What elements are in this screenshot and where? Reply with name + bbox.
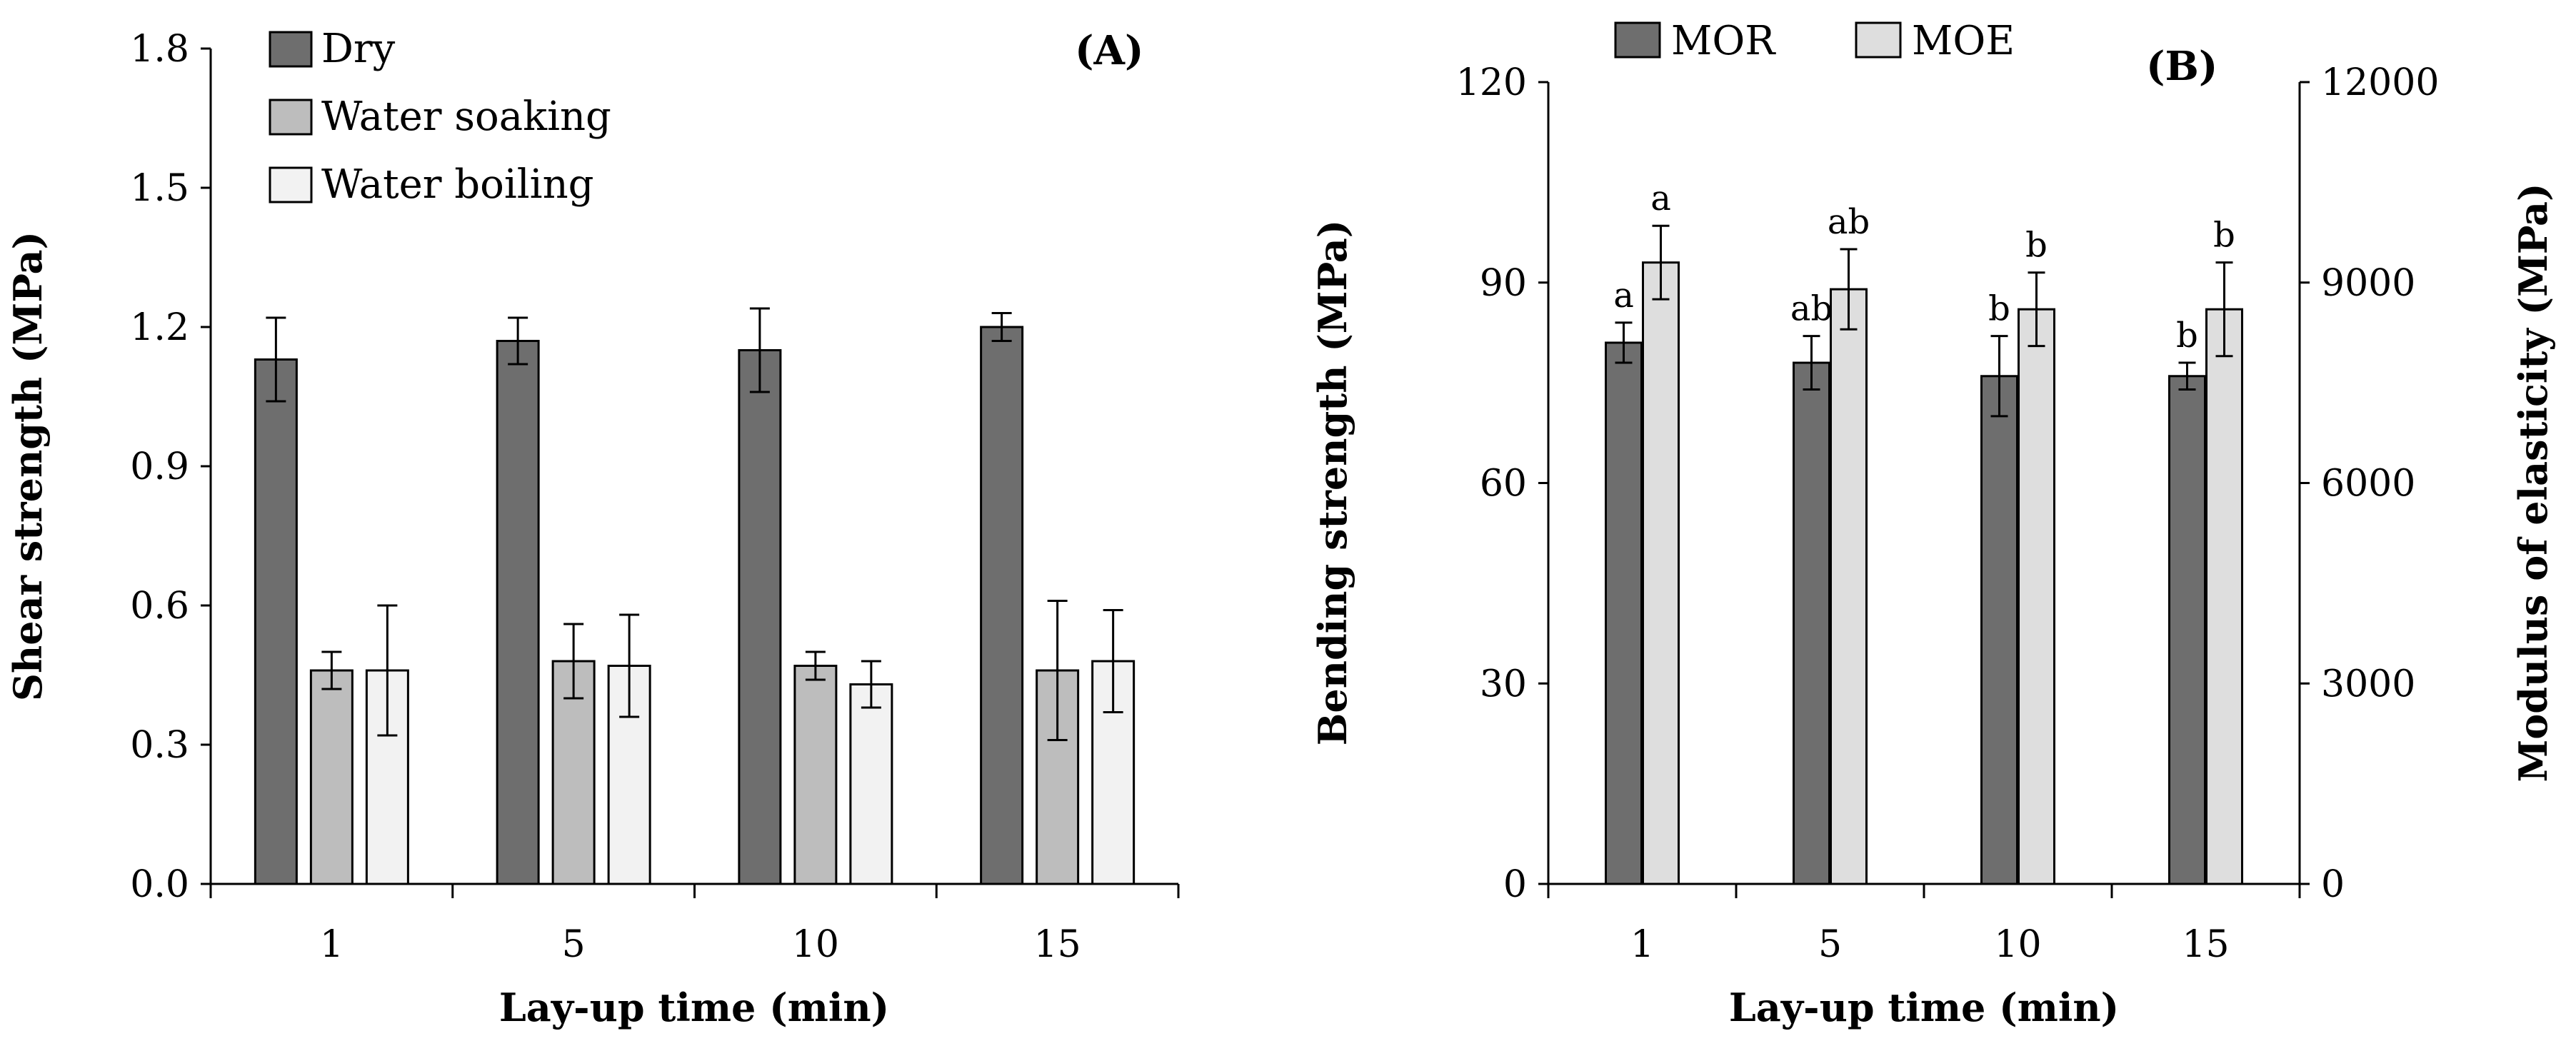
significance-label: ab [1790,289,1833,329]
legend-label: Dry [321,26,396,72]
legend-swatch [269,31,313,68]
error-bar-water-boiling-5 [619,613,640,718]
chart-a-y-ticks: 0.0 0.3 0.6 0.9 1.2 1.5 1.8 [130,28,211,906]
y-tick-label-right: 9000 [2321,262,2415,305]
y-tick-label-right: 3000 [2321,663,2415,705]
y-tick-label-right: 6000 [2321,463,2415,506]
error-bar-moe-1 [1652,224,1670,301]
bar-dry-10 [738,349,782,885]
chart-b-y-ticks-right: 0 3000 6000 9000 12000 [2300,61,2439,906]
error-bar-water-soaking-5 [563,623,584,700]
legend-swatch [269,166,313,203]
legend-label: MOR [1671,18,1776,64]
bar-moe-15 [2205,308,2243,885]
bar-water-soaking-1 [309,669,354,885]
y-tick-label: 0.9 [130,446,189,488]
x-tick-label: 15 [1034,923,1081,966]
chart-b-y-label-right: Modulus of elasticity (MPa) [2510,183,2556,782]
chart-a: 0.00.30.60.91.21.51.8 1 5 10 15 Lay-up time… [5,26,1180,1030]
significance-label: b [2025,226,2048,266]
y-tick-label: 1.2 [130,306,189,349]
y-tick-label: 60 [1480,463,1527,506]
error-bar-dry-1 [266,316,286,403]
x-tick-label: 5 [562,923,586,966]
legend-label: Water boiling [321,161,594,208]
x-tick-label: 1 [320,923,344,966]
chart-a-legend: Dry Water soaking Water boiling [269,26,611,208]
y-tick-label: 90 [1480,262,1527,305]
y-tick-label: 0.3 [130,724,189,767]
error-bar-mor-5 [1803,335,1820,391]
error-bar-dry-5 [508,316,528,366]
bar-mor-1 [1605,341,1643,885]
error-bar-water-soaking-15 [1047,600,1068,741]
significance-label: b [2213,216,2235,256]
x-tick-label: 5 [1818,923,1842,966]
y-tick-label: 0.6 [130,585,189,628]
bar-moe-10 [2018,308,2055,885]
x-tick-label: 10 [792,923,839,966]
bar-water-boiling-10 [849,683,893,885]
significance-label: a [1650,178,1671,218]
error-bar-mor-1 [1615,321,1633,364]
bar-mor-10 [1980,375,2018,885]
x-tick-label: 10 [1994,923,2041,966]
chart-b-legend: MOR MOE [1614,18,2015,64]
significance-label: ab [1828,202,1870,242]
legend-label: Water soaking [321,94,611,140]
error-bar-mor-15 [2178,361,2196,391]
chart-a-y-label: Shear strength (MPa) [5,231,51,701]
significance-label: a [1613,276,1634,316]
y-tick-label: 30 [1480,663,1527,705]
bar-water-soaking-10 [793,665,838,885]
chart-a-panel-label: (A) [1075,27,1143,74]
chart-b-x-ticks: 1 5 10 15 [1547,884,2301,966]
legend-swatch [1614,21,1661,59]
chart-b-y-ticks-left: 0 30 60 90 120 [1456,61,1548,906]
bar-mor-5 [1793,361,1830,885]
chart-b-x-label: Lay-up time (min) [1729,985,2119,1030]
bar-dry-15 [980,326,1024,885]
error-bar-moe-10 [2028,271,2045,348]
error-bar-dry-15 [991,312,1012,342]
error-bar-water-soaking-10 [805,650,826,681]
bar-dry-5 [496,340,540,885]
chart-b-panel-label: (B) [2146,43,2217,90]
x-tick-label: 1 [1630,923,1654,966]
error-bar-water-boiling-10 [861,660,881,709]
error-bar-moe-15 [2215,261,2233,358]
error-bar-water-boiling-15 [1103,609,1123,713]
bar-moe-5 [1830,288,1868,885]
error-bar-water-soaking-1 [321,650,342,690]
chart-a-bars [254,307,1136,885]
y-tick-label: 0 [1503,863,1527,906]
legend-label: MOE [1912,18,2015,64]
y-tick-label: 0.0 [130,863,189,906]
chart-b-y-label-left: Bending strength (MPa) [1310,220,1355,746]
y-tick-label: 1.8 [130,28,189,71]
y-tick-label: 120 [1456,61,1527,104]
bar-dry-1 [254,358,298,885]
y-tick-label-right: 0 [2321,863,2345,906]
significance-label: b [1988,289,2010,329]
chart-a-x-ticks: 1 5 10 15 [209,884,1180,966]
y-tick-label-right: 12000 [2321,61,2439,104]
y-tick-label: 1.5 [130,167,189,210]
error-bar-dry-10 [749,307,770,393]
error-bar-water-boiling-1 [377,604,398,737]
error-bar-moe-5 [1840,248,1858,331]
legend-swatch [269,99,313,136]
error-bar-mor-10 [1990,335,2008,418]
chart-a-x-label: Lay-up time (min) [499,985,889,1030]
x-tick-label: 15 [2182,923,2229,966]
legend-swatch [1855,21,1902,59]
significance-label: b [2176,316,2198,356]
bar-mor-15 [2168,375,2206,885]
bar-moe-1 [1642,261,1680,885]
